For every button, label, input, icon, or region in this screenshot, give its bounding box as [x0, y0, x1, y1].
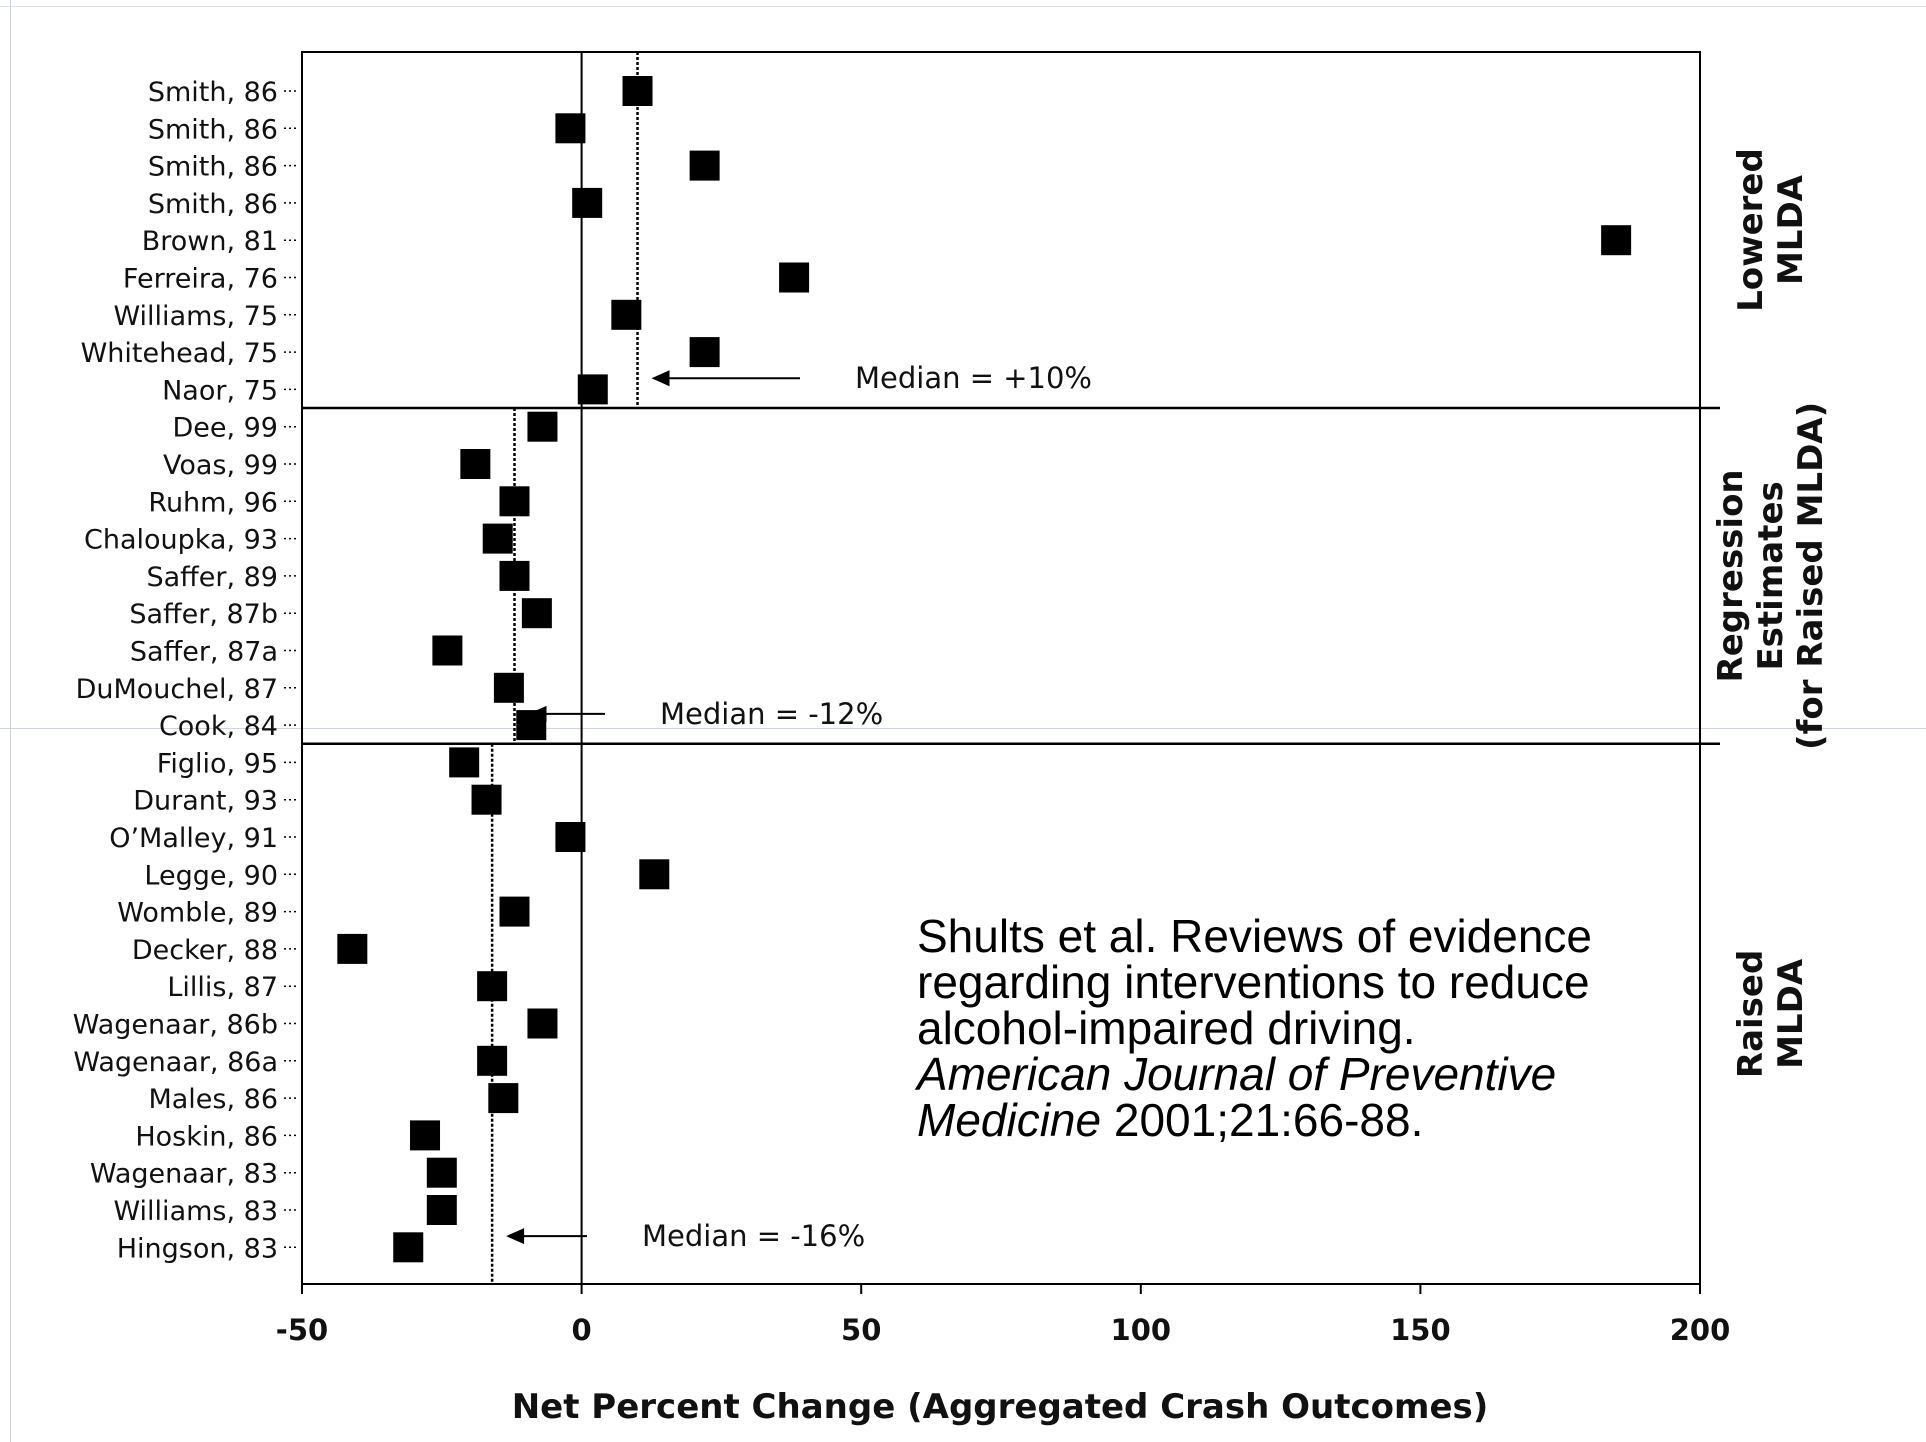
study-marker: [499, 486, 530, 517]
study-marker: [689, 337, 720, 368]
citation-text: Shults et al. Reviews of evidence regard…: [914, 910, 1605, 1146]
study-label: Legge, 90: [144, 860, 278, 891]
study-marker: [426, 1195, 457, 1225]
study-label: DuMouchel, 87: [76, 674, 278, 705]
study-marker: [449, 747, 480, 778]
study-marker: [577, 374, 608, 405]
study-marker: [555, 113, 586, 144]
x-tick-label: 200: [1670, 1313, 1731, 1347]
study-label: Cook, 84: [159, 711, 278, 742]
group-label: Raised: [1731, 950, 1771, 1078]
study-marker: [779, 262, 810, 293]
group-label: Estimates: [1751, 481, 1791, 670]
study-marker: [555, 822, 586, 852]
study-marker: [622, 76, 653, 106]
study-marker: [689, 150, 720, 181]
group-label: Regression: [1711, 469, 1751, 682]
study-label: Males, 86: [148, 1084, 278, 1115]
citation-volume: 2001;21:66-88.: [1101, 1094, 1423, 1146]
study-marker: [432, 635, 463, 666]
study-marker: [460, 449, 491, 479]
group-label: Lowered: [1731, 148, 1771, 312]
study-marker: [572, 187, 603, 218]
study-marker: [1601, 225, 1632, 256]
study-marker: [516, 710, 547, 741]
study-label: Lillis, 87: [167, 972, 278, 1003]
study-label: Chaloupka, 93: [84, 525, 278, 556]
study-marker: [426, 1157, 457, 1188]
study-marker: [493, 672, 524, 703]
study-label: Smith, 86: [148, 114, 278, 145]
study-label: Saffer, 89: [146, 562, 278, 593]
study-marker: [527, 1008, 558, 1039]
study-marker: [521, 598, 552, 629]
frame-border-left: [10, 0, 11, 1442]
x-tick-label: 0: [572, 1313, 592, 1347]
median-label: Median = -12%: [660, 697, 883, 731]
study-label: Saffer, 87a: [130, 637, 278, 668]
study-marker: [393, 1232, 424, 1263]
frame-guide-horizontal: [0, 728, 1926, 729]
study-label: Dee, 99: [172, 413, 278, 444]
x-tick-label: 150: [1390, 1313, 1451, 1347]
study-marker: [499, 896, 530, 927]
study-label: Durant, 93: [133, 786, 278, 817]
group-label: MLDA: [1771, 958, 1811, 1069]
study-label: Decker, 88: [132, 935, 278, 966]
study-marker: [488, 1083, 519, 1114]
study-label: Voas, 99: [163, 450, 278, 481]
x-tick-label: 100: [1111, 1313, 1172, 1347]
study-label: Smith, 86: [148, 77, 278, 108]
median-label: Median = -16%: [642, 1219, 865, 1253]
study-label: Saffer, 87b: [129, 599, 278, 630]
study-marker: [477, 1045, 508, 1076]
citation-journal-end: Medicine: [917, 1094, 1101, 1146]
study-marker: [471, 784, 502, 815]
group-label: (for Raised MLDA): [1791, 402, 1831, 750]
median-label: Median = +10%: [855, 361, 1092, 395]
study-label: Brown, 81: [142, 226, 278, 257]
study-marker: [410, 1120, 441, 1151]
study-label: Ferreira, 76: [123, 264, 278, 295]
study-label: Smith, 86: [148, 152, 278, 183]
study-label: Hoskin, 86: [135, 1121, 278, 1152]
study-label: Ruhm, 96: [148, 487, 278, 518]
study-marker: [337, 933, 368, 964]
study-label: O’Malley, 91: [109, 823, 278, 854]
x-tick-label: -50: [276, 1313, 328, 1347]
study-label: Smith, 86: [148, 189, 278, 220]
study-label: Naor, 75: [162, 375, 278, 406]
study-marker: [639, 859, 670, 890]
study-label: Figlio, 95: [157, 748, 278, 779]
study-label: Williams, 75: [113, 301, 278, 332]
citation-line-3: alcohol-impaired driving.: [917, 1002, 1416, 1054]
frame-border-top: [0, 6, 1926, 7]
study-label: Wagenaar, 83: [90, 1159, 278, 1190]
study-label: Williams, 83: [113, 1196, 278, 1227]
study-marker: [499, 560, 530, 591]
study-label: Wagenaar, 86a: [73, 1047, 278, 1078]
median-arrow-head: [651, 370, 670, 387]
citation-journal: American Journal of Preventive: [914, 1048, 1556, 1100]
plot-area-frame: [301, 51, 1701, 1285]
study-label: Whitehead, 75: [81, 338, 278, 369]
study-label: Wagenaar, 86b: [73, 1010, 278, 1041]
study-label: Hingson, 83: [117, 1233, 278, 1264]
study-marker: [482, 523, 513, 554]
study-marker: [477, 971, 508, 1002]
citation-line-2: regarding interventions to reduce: [917, 956, 1590, 1008]
median-arrow-head: [506, 1228, 525, 1245]
study-label: Womble, 89: [117, 898, 278, 929]
study-marker: [611, 299, 642, 330]
group-label: MLDA: [1771, 174, 1811, 285]
x-axis-label: Net Percent Change (Aggregated Crash Out…: [512, 1387, 1489, 1427]
citation-line-1: Shults et al. Reviews of evidence: [917, 910, 1592, 962]
x-tick-label: 50: [841, 1313, 881, 1347]
study-marker: [527, 411, 558, 442]
